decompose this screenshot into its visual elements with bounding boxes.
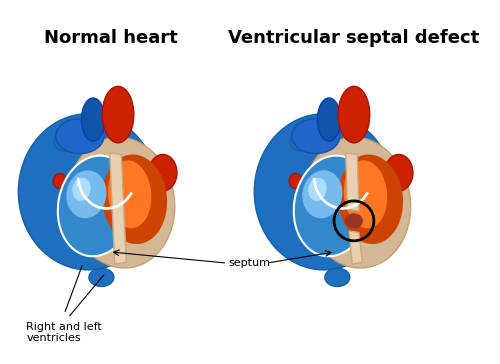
Ellipse shape bbox=[384, 154, 413, 191]
Ellipse shape bbox=[66, 170, 106, 218]
Ellipse shape bbox=[290, 133, 313, 151]
Ellipse shape bbox=[254, 114, 394, 270]
Ellipse shape bbox=[18, 114, 158, 270]
Ellipse shape bbox=[148, 154, 177, 191]
Ellipse shape bbox=[108, 160, 152, 228]
Polygon shape bbox=[346, 153, 359, 211]
Text: Right and left
ventricles: Right and left ventricles bbox=[26, 322, 102, 343]
Ellipse shape bbox=[338, 155, 403, 244]
Polygon shape bbox=[110, 153, 126, 264]
Ellipse shape bbox=[289, 174, 302, 189]
Ellipse shape bbox=[102, 86, 134, 143]
Ellipse shape bbox=[345, 213, 363, 228]
Ellipse shape bbox=[318, 98, 340, 141]
Text: Normal heart: Normal heart bbox=[44, 29, 178, 47]
Polygon shape bbox=[349, 231, 362, 264]
Ellipse shape bbox=[292, 119, 340, 154]
Ellipse shape bbox=[304, 137, 410, 268]
Ellipse shape bbox=[344, 160, 388, 228]
Ellipse shape bbox=[54, 133, 78, 151]
Ellipse shape bbox=[58, 155, 135, 256]
Ellipse shape bbox=[102, 155, 167, 244]
Ellipse shape bbox=[294, 155, 371, 256]
Text: Ventricular septal defect: Ventricular septal defect bbox=[228, 29, 480, 47]
Ellipse shape bbox=[89, 268, 114, 286]
Ellipse shape bbox=[53, 174, 66, 189]
Ellipse shape bbox=[308, 178, 326, 201]
Text: septum: septum bbox=[228, 258, 270, 268]
Ellipse shape bbox=[338, 86, 370, 143]
Ellipse shape bbox=[82, 98, 104, 141]
Ellipse shape bbox=[72, 178, 90, 201]
Ellipse shape bbox=[325, 268, 350, 286]
Ellipse shape bbox=[68, 137, 174, 268]
Ellipse shape bbox=[302, 170, 343, 218]
Ellipse shape bbox=[56, 119, 104, 154]
